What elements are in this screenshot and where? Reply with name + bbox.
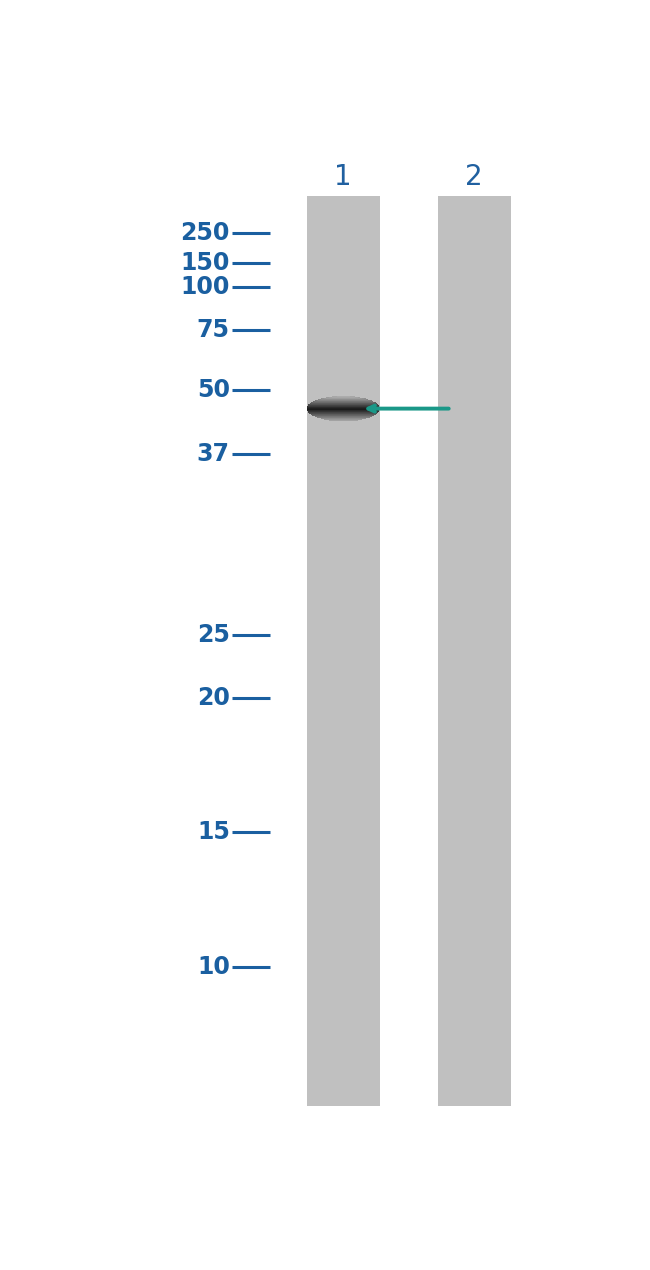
Bar: [314, 415, 372, 417]
Bar: [311, 403, 375, 404]
Bar: [309, 404, 378, 405]
Bar: [307, 409, 380, 410]
Text: 1: 1: [334, 163, 352, 190]
Bar: [307, 409, 379, 410]
Bar: [311, 403, 376, 404]
Text: 37: 37: [197, 442, 230, 466]
Bar: [307, 408, 380, 409]
Text: 2: 2: [465, 163, 483, 190]
Bar: [332, 396, 354, 398]
Bar: [337, 396, 350, 398]
Bar: [313, 414, 374, 417]
Bar: [308, 405, 378, 406]
Text: 75: 75: [197, 319, 230, 343]
Bar: [437, 197, 511, 1106]
Bar: [308, 411, 378, 413]
Text: 20: 20: [197, 686, 230, 710]
Bar: [307, 408, 380, 409]
Bar: [311, 414, 375, 415]
Bar: [319, 399, 367, 400]
Bar: [307, 410, 379, 411]
Bar: [322, 398, 364, 399]
Bar: [310, 403, 376, 404]
Bar: [324, 418, 362, 419]
Bar: [307, 406, 380, 408]
Bar: [308, 410, 378, 411]
Bar: [309, 404, 377, 405]
Bar: [324, 398, 362, 399]
Bar: [329, 419, 358, 420]
Bar: [318, 399, 369, 400]
Bar: [307, 410, 379, 411]
Bar: [322, 418, 364, 419]
Bar: [307, 197, 380, 1106]
Text: 50: 50: [197, 378, 230, 403]
Bar: [316, 400, 370, 401]
Text: 10: 10: [197, 955, 230, 979]
Bar: [309, 413, 377, 414]
Bar: [326, 398, 360, 399]
Bar: [311, 414, 376, 415]
Text: 15: 15: [197, 820, 230, 845]
Bar: [320, 418, 366, 419]
Bar: [317, 400, 370, 401]
Bar: [317, 417, 370, 418]
Bar: [329, 396, 358, 398]
Text: 250: 250: [181, 221, 230, 245]
Bar: [326, 419, 360, 420]
Text: 25: 25: [197, 622, 230, 646]
Bar: [308, 404, 378, 406]
Bar: [337, 420, 350, 422]
Text: 100: 100: [181, 276, 230, 300]
Bar: [319, 417, 367, 419]
Bar: [308, 411, 378, 413]
Bar: [313, 401, 374, 403]
Bar: [315, 415, 372, 417]
Bar: [314, 401, 372, 403]
Bar: [318, 417, 369, 418]
Bar: [309, 404, 377, 405]
Bar: [316, 415, 370, 418]
Bar: [309, 411, 378, 413]
Bar: [332, 419, 354, 420]
Bar: [312, 401, 374, 403]
Bar: [307, 409, 380, 410]
Bar: [307, 408, 380, 409]
Bar: [312, 414, 374, 415]
Text: 150: 150: [181, 251, 230, 274]
Bar: [307, 406, 379, 408]
Bar: [320, 399, 366, 400]
Bar: [307, 405, 379, 408]
Bar: [310, 413, 376, 414]
Bar: [307, 406, 379, 408]
Bar: [309, 413, 377, 414]
Bar: [315, 400, 372, 401]
Bar: [308, 405, 378, 406]
